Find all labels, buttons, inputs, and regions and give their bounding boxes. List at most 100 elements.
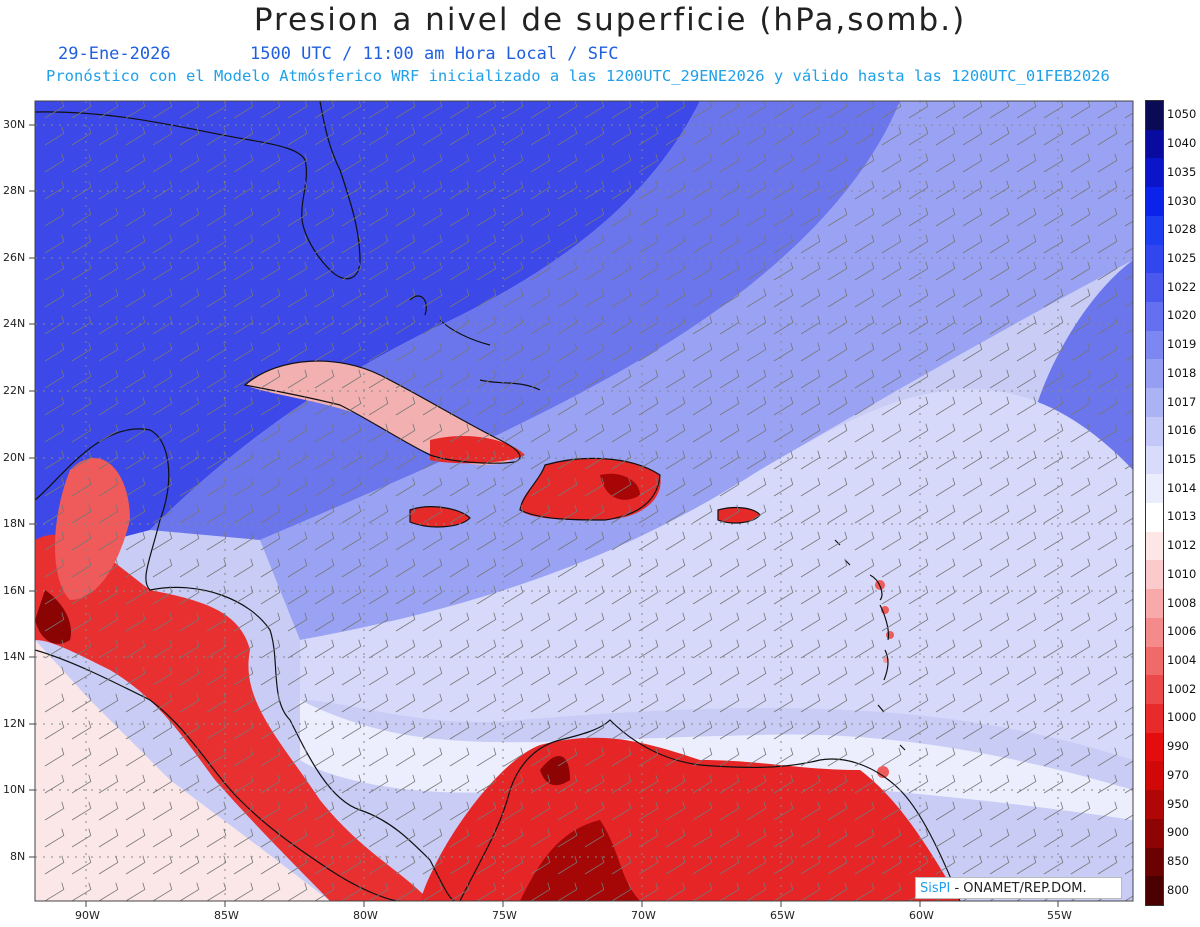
- wind-barb: [989, 423, 1010, 443]
- wind-barb: [125, 774, 146, 794]
- wind-barb: [611, 234, 632, 254]
- wind-barb: [638, 180, 659, 200]
- wind-barb: [584, 261, 605, 281]
- wind-barb: [476, 693, 497, 713]
- wind-barb: [341, 720, 362, 740]
- wind-barb: [44, 207, 65, 227]
- wind-barb: [260, 315, 281, 335]
- wind-barb: [44, 180, 65, 200]
- wind-barb: [314, 693, 335, 713]
- lat-label-30n: 30N: [3, 118, 26, 131]
- wind-barb: [827, 101, 848, 119]
- wind-barb: [503, 720, 524, 740]
- wind-barb: [989, 558, 1010, 578]
- wind-barb: [1043, 261, 1064, 281]
- wind-barb: [98, 666, 119, 686]
- wind-barb: [125, 639, 146, 659]
- wind-barb: [1124, 301, 1133, 308]
- wind-barb: [125, 369, 146, 389]
- wind-barb: [422, 396, 443, 416]
- wind-barb: [125, 531, 146, 551]
- wind-barb: [800, 639, 821, 659]
- wind-barb: [908, 531, 929, 551]
- wind-barb: [98, 315, 119, 335]
- wind-barb: [71, 396, 92, 416]
- wind-barb: [476, 288, 497, 308]
- wind-barb: [44, 720, 65, 740]
- wind-barb: [71, 450, 92, 470]
- wind-barb: [260, 558, 281, 578]
- wind-barb: [503, 828, 524, 848]
- wind-barb: [152, 693, 173, 713]
- lon-label-60w: 60W: [909, 909, 934, 922]
- wind-barb: [827, 747, 848, 767]
- wind-barb: [800, 666, 821, 686]
- wind-barb: [44, 774, 65, 794]
- lat-label-20n: 20N: [3, 451, 26, 464]
- wind-barb: [719, 126, 740, 146]
- wind-barb: [1124, 598, 1133, 605]
- wind-barb: [638, 477, 659, 497]
- wind-barb: [1043, 423, 1064, 443]
- wind-barb: [98, 234, 119, 254]
- wind-barb: [584, 585, 605, 605]
- wind-barb: [665, 720, 686, 740]
- wind-barb: [395, 180, 416, 200]
- wind-barb: [179, 639, 200, 659]
- wind-barb: [908, 666, 929, 686]
- wind-barb: [638, 423, 659, 443]
- wind-barb: [152, 315, 173, 335]
- wind-barb: [368, 720, 389, 740]
- wind-barb: [1124, 490, 1133, 497]
- wind-barb: [395, 639, 416, 659]
- lon-label-55w: 55W: [1047, 909, 1072, 922]
- wind-barb: [71, 693, 92, 713]
- wind-barb: [503, 558, 524, 578]
- wind-barb: [368, 855, 389, 875]
- wind-barb: [476, 585, 497, 605]
- wind-barb: [314, 504, 335, 524]
- colorbar-label: 1050: [1167, 107, 1197, 122]
- wind-barb: [341, 774, 362, 794]
- wind-barb: [233, 477, 254, 497]
- wind-barb: [773, 612, 794, 632]
- wind-barb: [422, 207, 443, 227]
- wind-barb: [71, 126, 92, 146]
- wind-barb: [800, 261, 821, 281]
- wind-barb: [449, 774, 470, 794]
- wind-barb: [989, 828, 1010, 848]
- wind-barb: [719, 585, 740, 605]
- wind-barb: [449, 612, 470, 632]
- wind-barb: [611, 693, 632, 713]
- wind-barb: [476, 234, 497, 254]
- wind-barb: [206, 585, 227, 605]
- wind-barb: [98, 828, 119, 848]
- wind-barb: [233, 450, 254, 470]
- wind-barb: [368, 747, 389, 767]
- wind-barb: [611, 342, 632, 362]
- wind-barb: [314, 720, 335, 740]
- wind-barb: [179, 693, 200, 713]
- wind-barb: [287, 747, 308, 767]
- wind-barb: [125, 342, 146, 362]
- wind-barb: [665, 504, 686, 524]
- wind-barb: [638, 612, 659, 632]
- wind-barb: [44, 315, 65, 335]
- wind-barb: [935, 234, 956, 254]
- wind-barb: [341, 531, 362, 551]
- wind-barb: [557, 882, 578, 901]
- wind-barb: [611, 153, 632, 173]
- wind-barb: [584, 666, 605, 686]
- wind-barb: [935, 585, 956, 605]
- wind-barb: [179, 288, 200, 308]
- wind-barb: [530, 720, 551, 740]
- wind-barb: [1043, 531, 1064, 551]
- wind-barb: [368, 774, 389, 794]
- wind-barb: [611, 666, 632, 686]
- wind-barb: [584, 801, 605, 821]
- wind-barb: [530, 342, 551, 362]
- wind-barb: [341, 801, 362, 821]
- wind-barb: [422, 855, 443, 875]
- wind-barb: [854, 666, 875, 686]
- wind-barb: [1043, 234, 1064, 254]
